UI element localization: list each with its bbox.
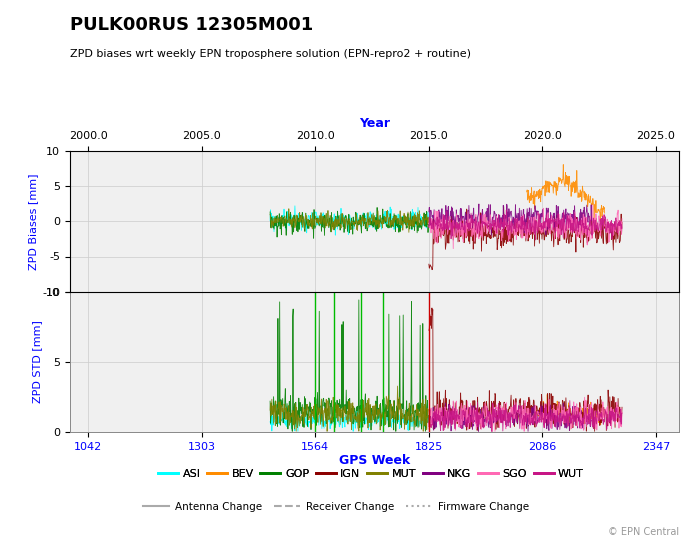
X-axis label: Year: Year [359,117,390,130]
Legend: Antenna Change, Receiver Change, Firmware Change: Antenna Change, Receiver Change, Firmwar… [139,497,533,516]
Y-axis label: ZPD STD [mm]: ZPD STD [mm] [32,320,42,403]
Text: ZPD biases wrt weekly EPN troposphere solution (EPN-repro2 + routine): ZPD biases wrt weekly EPN troposphere so… [70,49,471,59]
Legend: ASI, BEV, GOP, IGN, MUT, NKG, SGO, WUT: ASI, BEV, GOP, IGN, MUT, NKG, SGO, WUT [153,464,589,483]
Y-axis label: ZPD Biases [mm]: ZPD Biases [mm] [28,173,38,269]
Text: PULK00RUS 12305M001: PULK00RUS 12305M001 [70,16,314,34]
Text: © EPN Central: © EPN Central [608,527,679,537]
X-axis label: GPS Week: GPS Week [339,455,410,468]
